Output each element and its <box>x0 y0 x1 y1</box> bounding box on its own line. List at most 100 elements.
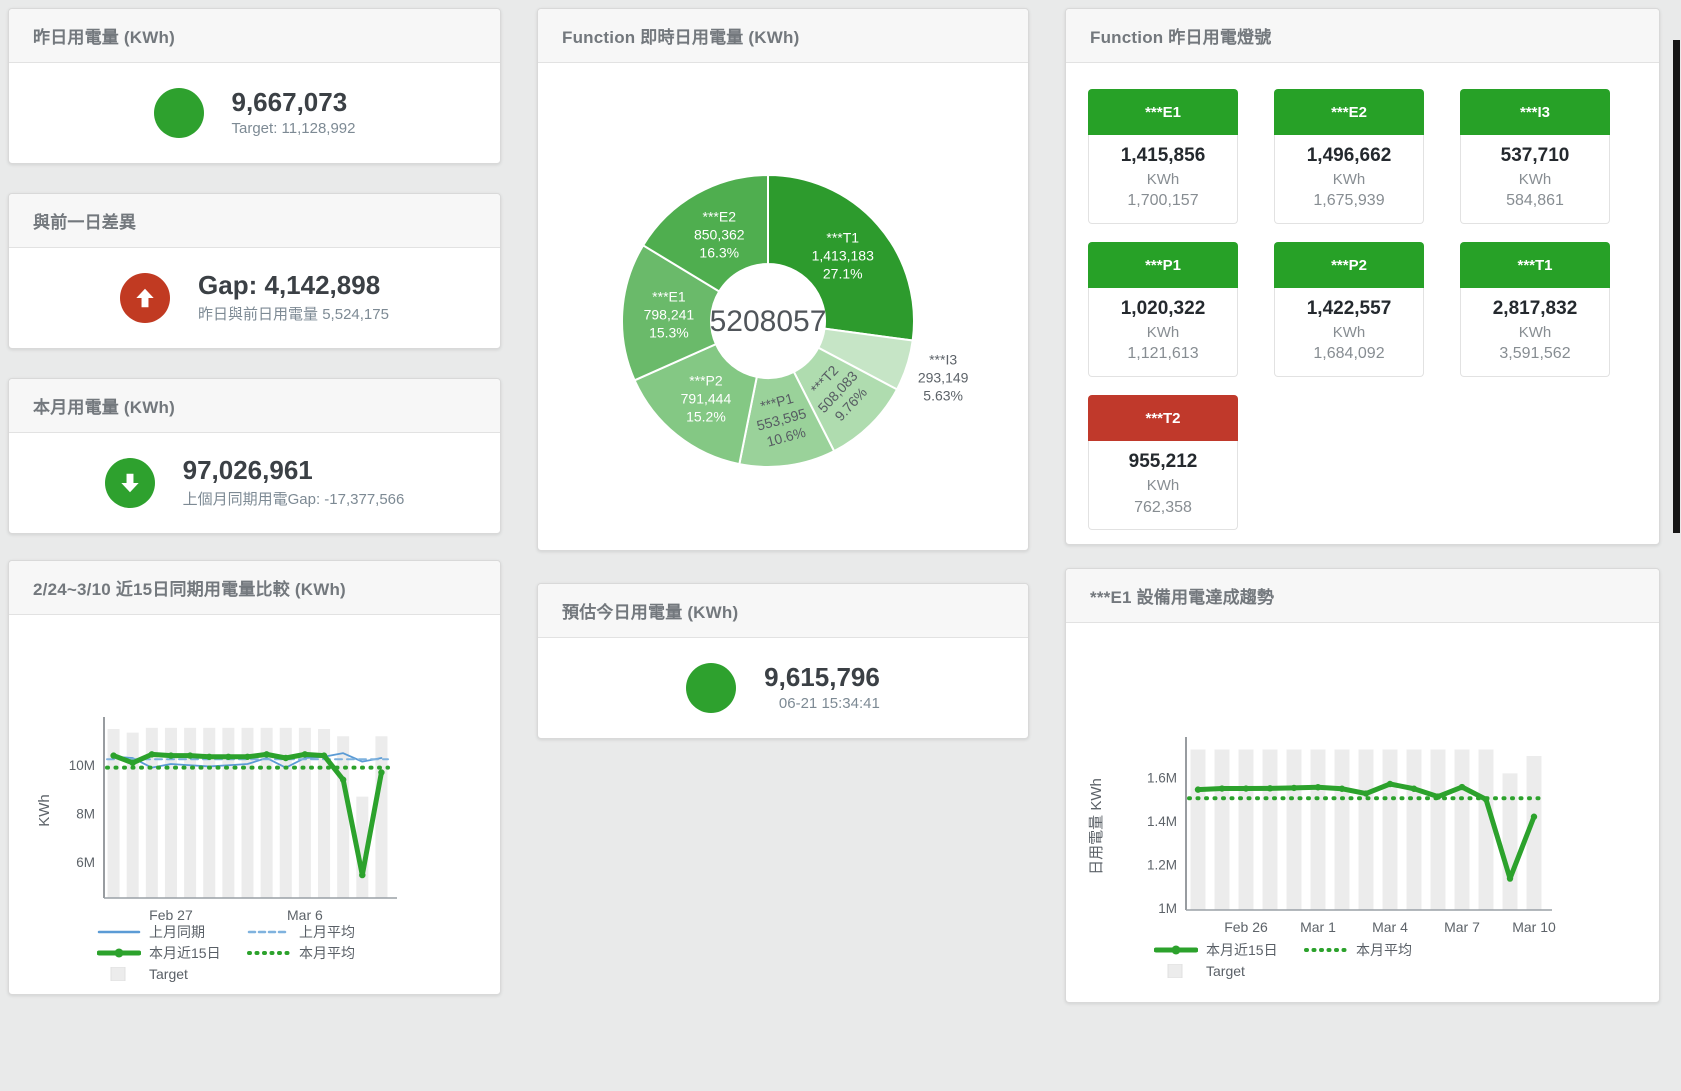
series-point[interactable] <box>1338 785 1346 792</box>
target-bar[interactable] <box>260 727 273 898</box>
series-point[interactable] <box>110 752 117 759</box>
light-tile-value: 537,710 <box>1500 145 1570 166</box>
legend-label: Target <box>1206 962 1245 979</box>
series-point[interactable] <box>282 754 289 762</box>
series-point[interactable] <box>263 751 270 758</box>
card-forecast: 預估今日用電量 (KWh) 9,615,796 06-21 15:34:41 <box>537 583 1029 739</box>
target-bar[interactable] <box>1358 749 1374 910</box>
legend-item[interactable]: Target <box>97 963 247 984</box>
status-circle-icon <box>686 662 737 713</box>
target-bar[interactable] <box>1382 749 1398 910</box>
target-bar[interactable] <box>318 729 331 898</box>
legend-item[interactable]: 本月近15日 <box>97 942 247 963</box>
series-point[interactable] <box>1410 785 1418 792</box>
series-point[interactable] <box>1242 785 1250 792</box>
legend-item[interactable]: 上月平均 <box>247 921 397 942</box>
series-point[interactable] <box>378 769 385 776</box>
dotted-legend-marker <box>247 950 291 955</box>
target-bar[interactable] <box>337 736 350 898</box>
target-bar[interactable] <box>1406 749 1422 910</box>
x-tick-label: Mar 7 <box>1444 919 1480 935</box>
target-bar[interactable] <box>1238 749 1254 910</box>
realtime-donut-chart[interactable]: ***T1 1,413,183 27.1%***I3 293,149 5.63%***T… <box>538 63 1028 550</box>
target-bar[interactable] <box>1478 749 1494 910</box>
legend-label: Target <box>149 965 188 982</box>
series-point[interactable] <box>320 752 328 759</box>
series-point[interactable] <box>301 751 309 758</box>
y-tick-label: 1M <box>1158 901 1177 916</box>
target-bar[interactable] <box>164 727 177 898</box>
target-bar[interactable] <box>1286 749 1302 910</box>
series-point[interactable] <box>1290 784 1298 792</box>
y-tick-label: 10M <box>69 758 95 773</box>
legend-label: 本月近15日 <box>1206 941 1278 958</box>
target-bar[interactable] <box>203 727 216 898</box>
card-day-gap-header: 與前一日差異 <box>9 194 500 248</box>
target-bar[interactable] <box>298 727 311 898</box>
legend-item[interactable]: 上月同期 <box>97 921 247 942</box>
x-tick-label: Mar 10 <box>1512 919 1556 935</box>
donut-slice-E1[interactable] <box>621 243 721 382</box>
series-point[interactable] <box>1482 796 1490 803</box>
series-point[interactable] <box>167 752 175 759</box>
series-point[interactable] <box>1506 875 1514 882</box>
thick-legend-marker <box>97 948 141 957</box>
target-bar[interactable] <box>1334 749 1350 910</box>
day-gap-subtitle: 昨日與前日用電量 5,524,175 <box>198 306 389 324</box>
light-tile-label: ***P1 <box>1088 242 1238 289</box>
target-bar[interactable] <box>279 727 292 898</box>
square-legend-marker <box>110 966 126 981</box>
series-point[interactable] <box>244 753 251 760</box>
series-point[interactable] <box>186 752 194 759</box>
card-month-usage-title: 本月用電量 (KWh) <box>33 398 175 417</box>
card-day-gap: 與前一日差異 Gap: 4,142,898 昨日與前日用電量 5,524,175 <box>8 193 501 349</box>
target-bar[interactable] <box>222 727 235 898</box>
target-bar[interactable] <box>375 736 388 898</box>
donut-slice-T1[interactable] <box>767 173 915 342</box>
target-bar[interactable] <box>1190 749 1206 910</box>
legend-item[interactable]: Target <box>1154 960 1304 981</box>
target-bar[interactable] <box>1454 749 1470 910</box>
target-bar[interactable] <box>1214 749 1230 910</box>
target-bar[interactable] <box>1310 749 1326 910</box>
target-bar[interactable] <box>1526 756 1542 910</box>
target-bar[interactable] <box>1430 749 1446 910</box>
series-point[interactable] <box>1218 785 1226 792</box>
target-bar[interactable] <box>145 727 158 898</box>
light-tile-unit: KWh <box>1146 476 1180 494</box>
series-point[interactable] <box>1458 783 1466 791</box>
scrollbar-thumb[interactable] <box>1673 40 1680 533</box>
legend-item[interactable]: 本月平均 <box>1304 939 1454 960</box>
target-bar[interactable] <box>184 727 197 898</box>
series-point[interactable] <box>1434 793 1442 800</box>
compare-chart[interactable]: 6M 8M 10M Feb 27 Mar 6 KWh <box>9 615 500 994</box>
series-point[interactable] <box>1530 813 1538 820</box>
series-point[interactable] <box>1194 786 1202 793</box>
card-month-usage: 本月用電量 (KWh) 97,026,961 上個月同期用電Gap: -17,3… <box>8 378 501 534</box>
series-point[interactable] <box>206 753 213 760</box>
series-point[interactable] <box>1266 785 1274 792</box>
y-tick-label: 1.2M <box>1147 857 1177 872</box>
series-point[interactable] <box>339 776 347 783</box>
donut-slice-P2[interactable] <box>633 342 758 466</box>
donut-slice-E2[interactable] <box>641 173 769 293</box>
target-bar[interactable] <box>1262 749 1278 910</box>
target-bar[interactable] <box>107 729 120 898</box>
light-tile-target: 1,121,613 <box>1127 345 1199 363</box>
series-point[interactable] <box>1314 784 1322 791</box>
series-point[interactable] <box>225 753 232 760</box>
light-tile: ***E1 1,415,856 KWh 1,700,157 <box>1088 89 1238 225</box>
series-point[interactable] <box>148 751 156 758</box>
series-point[interactable] <box>359 871 366 879</box>
target-bar[interactable] <box>241 727 254 898</box>
arrow-down-icon <box>104 457 155 508</box>
status-circle-icon <box>153 87 204 138</box>
series-point[interactable] <box>1362 790 1370 797</box>
trend-chart[interactable]: 1M 1.2M 1.4M 1.6M Feb 26 Mar 1 Mar 4 Mar 7 Mar 1… <box>1066 623 1659 1002</box>
series-point[interactable] <box>129 759 136 767</box>
series-point[interactable] <box>1386 780 1394 788</box>
legend-item[interactable]: 本月近15日 <box>1154 939 1304 960</box>
target-bar[interactable] <box>1502 773 1518 910</box>
legend-item[interactable]: 本月平均 <box>247 942 397 963</box>
target-bar[interactable] <box>126 732 139 898</box>
